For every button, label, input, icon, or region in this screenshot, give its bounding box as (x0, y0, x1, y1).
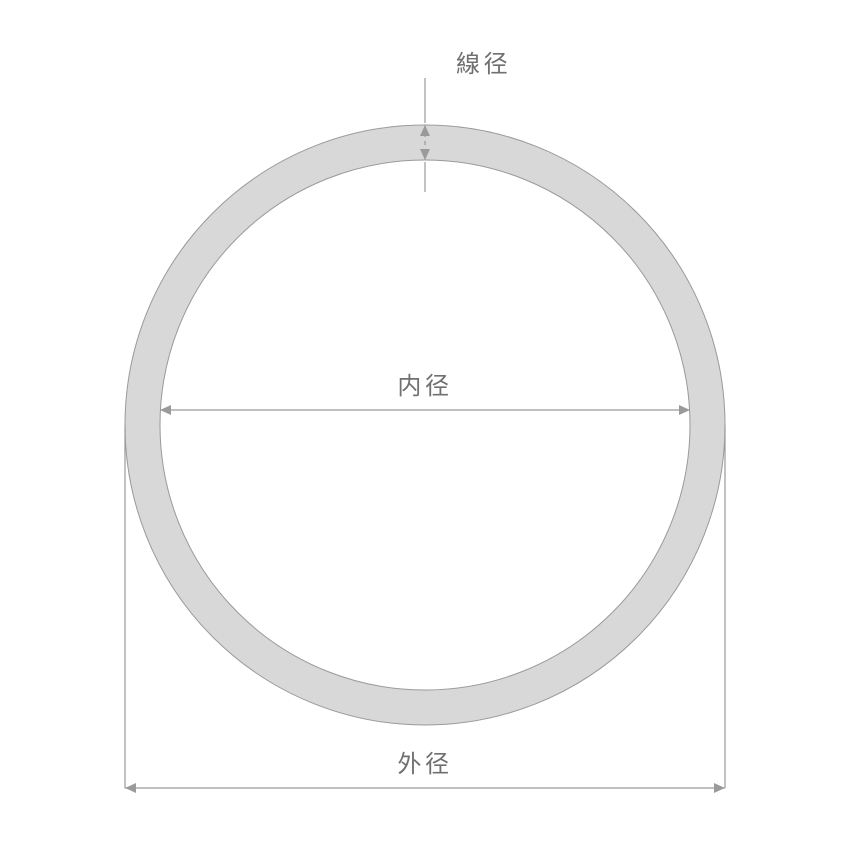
wire-diameter-label: 線径 (456, 51, 511, 78)
inner-diameter-label: 内径 (397, 373, 452, 400)
outer-diameter-label: 外径 (397, 751, 452, 778)
ring-dimension-diagram: 内径外径 線径 (0, 0, 850, 850)
